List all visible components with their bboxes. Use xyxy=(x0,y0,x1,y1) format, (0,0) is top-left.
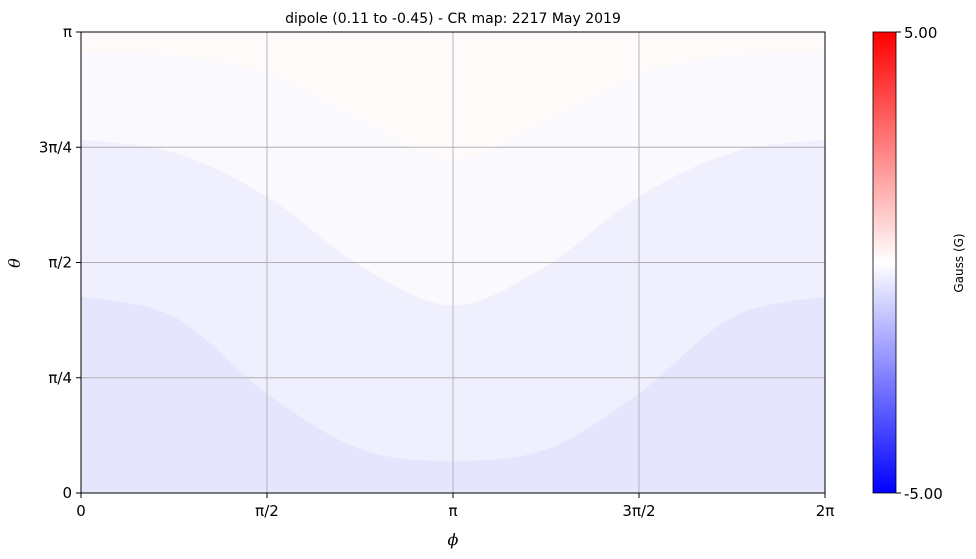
chart-title: dipole (0.11 to -0.45) - CR map: 2217 Ma… xyxy=(285,11,621,27)
x-tick-label: 2π xyxy=(816,502,835,520)
colorbar-min-label: -5.00 xyxy=(904,485,943,503)
x-tick-label: π xyxy=(448,502,457,520)
y-tick-label: 0 xyxy=(62,484,72,502)
colorbar-label: Gauss (G) xyxy=(952,233,966,292)
x-axis-label: ϕ xyxy=(448,530,459,549)
y-axis-ticks: 0 π/4 π/2 3π/4 π xyxy=(39,23,81,502)
y-tick-label: π xyxy=(63,23,72,41)
x-tick-label: π/2 xyxy=(255,502,279,520)
colorbar-max-label: 5.00 xyxy=(904,24,937,42)
x-tick-label: 3π/2 xyxy=(622,502,655,520)
y-tick-label: 3π/4 xyxy=(39,138,72,156)
x-tick-label: 0 xyxy=(76,502,86,520)
y-tick-label: π/2 xyxy=(48,254,72,272)
y-tick-label: π/4 xyxy=(48,369,72,387)
y-axis-label: θ xyxy=(5,258,24,268)
colorbar xyxy=(872,31,897,494)
x-axis-ticks: 0 π/2 π 3π/2 2π xyxy=(76,493,834,520)
